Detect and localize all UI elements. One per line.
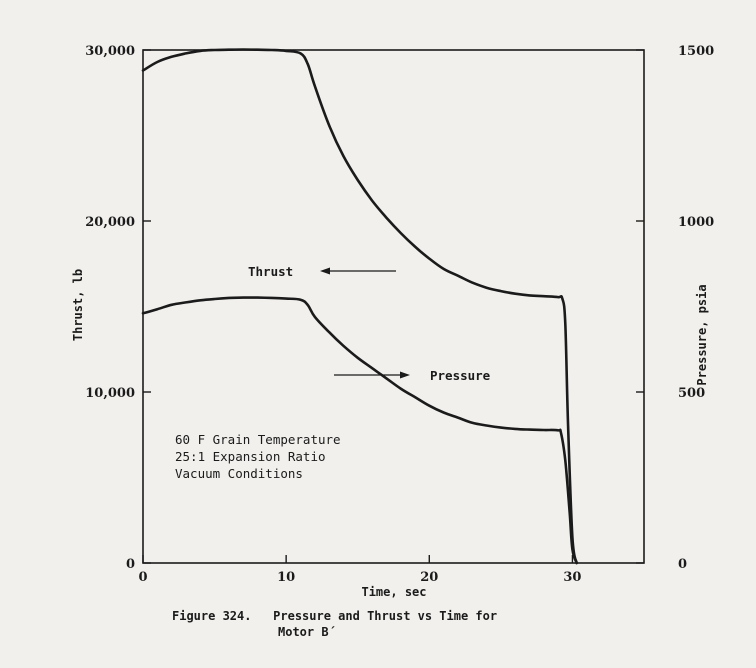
- y-right-tick-label-1500: 1500: [678, 44, 714, 59]
- x-tick-label-10: 10: [277, 570, 295, 585]
- plot-frame: [142, 49, 645, 564]
- y-right-tick-label-500: 500: [678, 386, 705, 401]
- y-left-tick-label-10000: 10,000: [85, 386, 135, 401]
- thrust-label: Thrust: [248, 264, 293, 279]
- y-axis-left-title: Thrust, lb: [71, 269, 85, 341]
- y-right-tick-label-1000: 1000: [678, 215, 714, 230]
- ticks: [142, 49, 644, 564]
- x-axis-title: Time, sec: [361, 585, 426, 599]
- note-vacuum-conditions: Vacuum Conditions: [175, 466, 303, 481]
- x-tick-label-0: 0: [138, 570, 147, 585]
- thrust-curve: [141, 48, 578, 565]
- thrust-arrow: [320, 267, 396, 275]
- series-group: [141, 48, 578, 565]
- pressure-arrow: [334, 371, 410, 379]
- y-left-tick-label-20000: 20,000: [85, 215, 135, 230]
- note-grain-temperature: 60 F Grain Temperature: [175, 432, 341, 447]
- y-axis-right-title: Pressure, psia: [695, 284, 709, 385]
- y-left-tick-label-30000: 30,000: [85, 44, 135, 59]
- y-left-tick-label-0: 0: [126, 557, 135, 572]
- figure-caption-line-1: Figure 324. Pressure and Thrust vs Time …: [172, 609, 497, 623]
- figure-caption-line-2: Motor B´: [278, 625, 336, 639]
- note-expansion-ratio: 25:1 Expansion Ratio: [175, 449, 326, 464]
- x-tick-label-20: 20: [420, 570, 438, 585]
- y-right-tick-label-0: 0: [678, 557, 687, 572]
- x-tick-label-30: 30: [563, 570, 581, 585]
- pressure-curve: [141, 296, 578, 565]
- pressure-label: Pressure: [430, 368, 491, 383]
- tick-labels: 0 10 20 30 0 10,000 20,000 30,000 0 500 1000 1500: [85, 44, 714, 585]
